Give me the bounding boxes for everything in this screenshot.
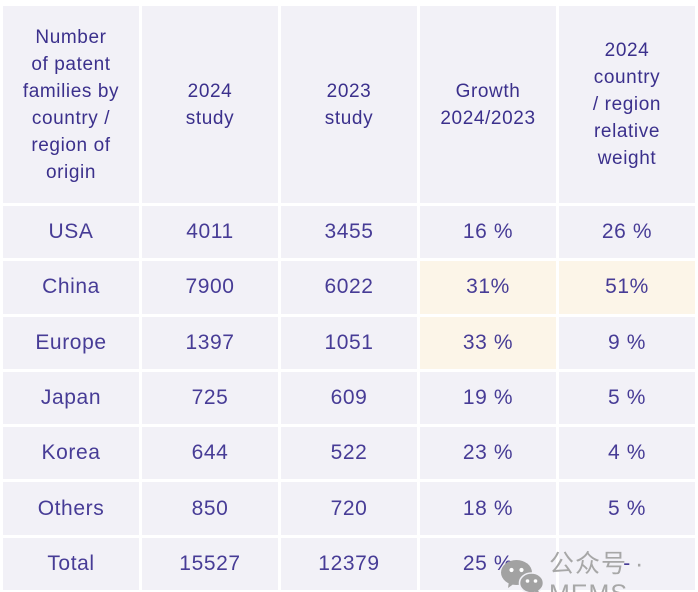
- row-japan-region: Japan: [3, 371, 139, 425]
- row-others-region: Others: [3, 482, 139, 535]
- row-usa-region: USA: [3, 206, 139, 259]
- row-china-region: China: [3, 261, 139, 314]
- row-others-2023: 720: [281, 482, 417, 535]
- row-japan-2024: 725: [142, 371, 278, 425]
- row-japan-weight: 5 %: [559, 371, 695, 425]
- row-japan-2023: 609: [281, 371, 417, 425]
- col-header-weight: 2024 country / region relative weight: [559, 6, 695, 203]
- row-china-2023: 6022: [281, 261, 417, 314]
- row-europe-weight: 9 %: [559, 316, 695, 369]
- row-total-weight: -: [559, 537, 695, 590]
- row-usa-2023: 3455: [281, 206, 417, 259]
- row-usa-weight: 26 %: [559, 206, 695, 259]
- row-total-2024: 15527: [142, 537, 278, 590]
- row-total-growth: 25 %: [420, 537, 556, 590]
- row-korea-2023: 522: [281, 427, 417, 480]
- row-korea-region: Korea: [3, 427, 139, 480]
- col-header-2023-study: 2023 study: [281, 6, 417, 203]
- col-header-growth: Growth 2024/2023: [420, 6, 556, 203]
- row-total-region: Total: [3, 537, 139, 590]
- row-china-2024: 7900: [142, 261, 278, 314]
- row-europe-2023: 1051: [281, 316, 417, 369]
- col-header-region: Number of patent families by country / r…: [3, 6, 139, 203]
- row-europe-growth: 33 %: [420, 316, 556, 369]
- row-europe-2024: 1397: [142, 316, 278, 369]
- row-usa-2024: 4011: [142, 206, 278, 259]
- row-usa-growth: 16 %: [420, 206, 556, 259]
- row-korea-growth: 23 %: [420, 427, 556, 480]
- col-header-2024-study: 2024 study: [142, 6, 278, 203]
- row-korea-2024: 644: [142, 427, 278, 480]
- row-total-2023: 12379: [281, 537, 417, 590]
- row-china-weight: 51%: [559, 261, 695, 314]
- row-others-growth: 18 %: [420, 482, 556, 535]
- row-china-growth: 31%: [420, 261, 556, 314]
- row-japan-growth: 19 %: [420, 371, 556, 425]
- row-korea-weight: 4 %: [559, 427, 695, 480]
- row-others-weight: 5 %: [559, 482, 695, 535]
- row-others-2024: 850: [142, 482, 278, 535]
- row-europe-region: Europe: [3, 316, 139, 369]
